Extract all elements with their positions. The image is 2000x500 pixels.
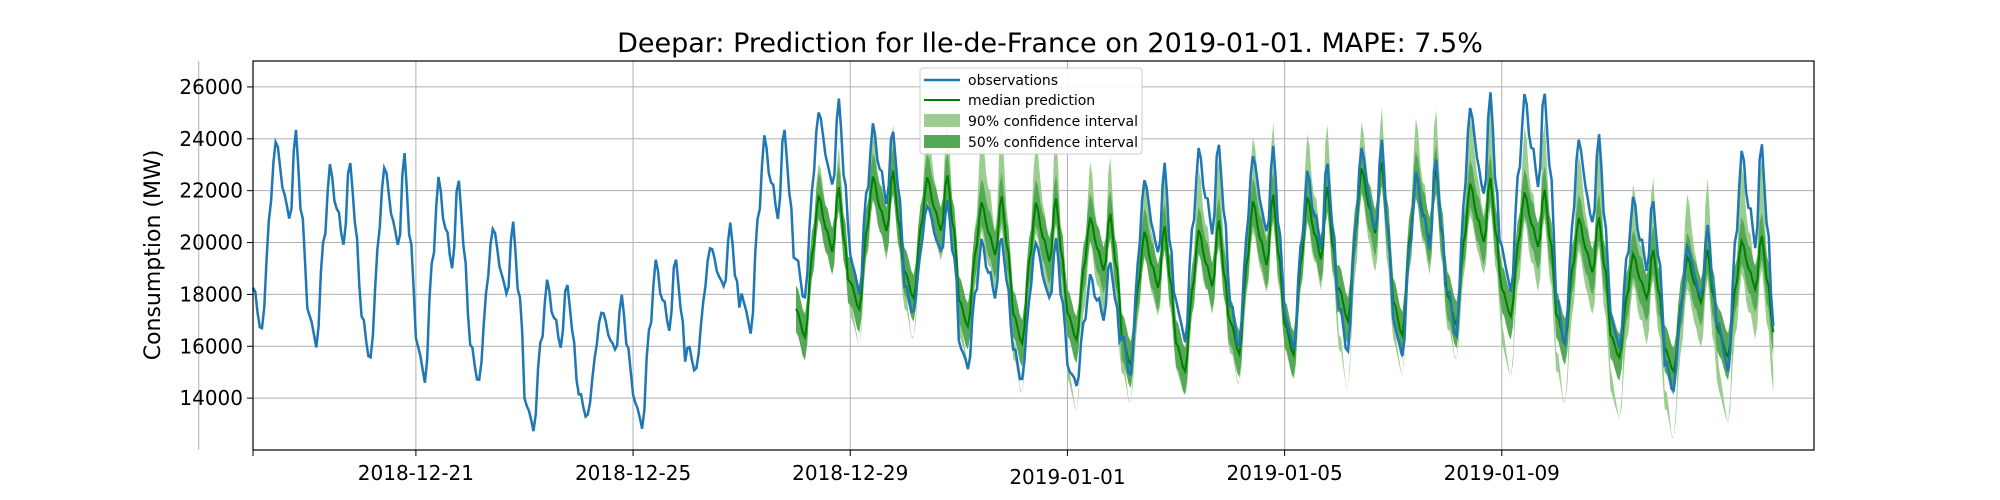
median-prediction-line bbox=[795, 162, 1775, 375]
y-tick-label: 24000 bbox=[179, 127, 243, 151]
y-tick-label: 20000 bbox=[179, 231, 243, 255]
x-tick-label: 2018-12-25 bbox=[575, 461, 691, 485]
y-tick-label: 22000 bbox=[179, 179, 243, 203]
chart-title: Deepar: Prediction for Ile-de-France on … bbox=[617, 28, 1483, 59]
x-tick-label: 2019-01-05 bbox=[1227, 461, 1343, 485]
y-tick-label: 16000 bbox=[179, 334, 243, 358]
legend-ci50-swatch bbox=[924, 135, 960, 148]
x-tick-label: 2018-12-21 bbox=[358, 461, 474, 485]
y-axis: 14000 16000 18000 20000 22000 24000 26000 bbox=[179, 75, 253, 410]
x-axis: 2018-12-21 2018-12-25 2018-12-29 2019-01-01… bbox=[252, 450, 1560, 489]
y-tick-label: 18000 bbox=[179, 282, 243, 306]
legend-box bbox=[919, 67, 1143, 155]
ci50-band bbox=[796, 138, 1774, 395]
y-tick-label: 26000 bbox=[179, 75, 243, 99]
y-tick-label: 14000 bbox=[179, 386, 243, 410]
x-tick-label: 2019-01-09 bbox=[1444, 461, 1560, 485]
x-tick-label: 2019-01-01 bbox=[1009, 465, 1125, 489]
plot-frame bbox=[252, 60, 1815, 451]
ci90-band bbox=[796, 104, 1774, 440]
observations-line bbox=[251, 92, 1775, 432]
ci90-band-layer bbox=[796, 104, 1774, 440]
legend-median-label: median prediction bbox=[968, 93, 1095, 109]
ci50-band-layer bbox=[796, 138, 1774, 395]
legend-ci50-label: 50% confidence interval bbox=[968, 135, 1138, 151]
plot-area bbox=[198, 60, 1815, 451]
legend-ci90-swatch bbox=[924, 114, 960, 127]
legend-observations-label: observations bbox=[968, 73, 1058, 89]
observations-line-layer bbox=[251, 92, 1775, 432]
median-line-layer bbox=[795, 162, 1775, 375]
y-axis-label: Consumption (MW) bbox=[141, 150, 166, 361]
x-tick-label: 2018-12-29 bbox=[792, 461, 908, 485]
legend-ci90-label: 90% confidence interval bbox=[968, 114, 1138, 130]
legend: observations median prediction 90% confi… bbox=[919, 67, 1143, 155]
